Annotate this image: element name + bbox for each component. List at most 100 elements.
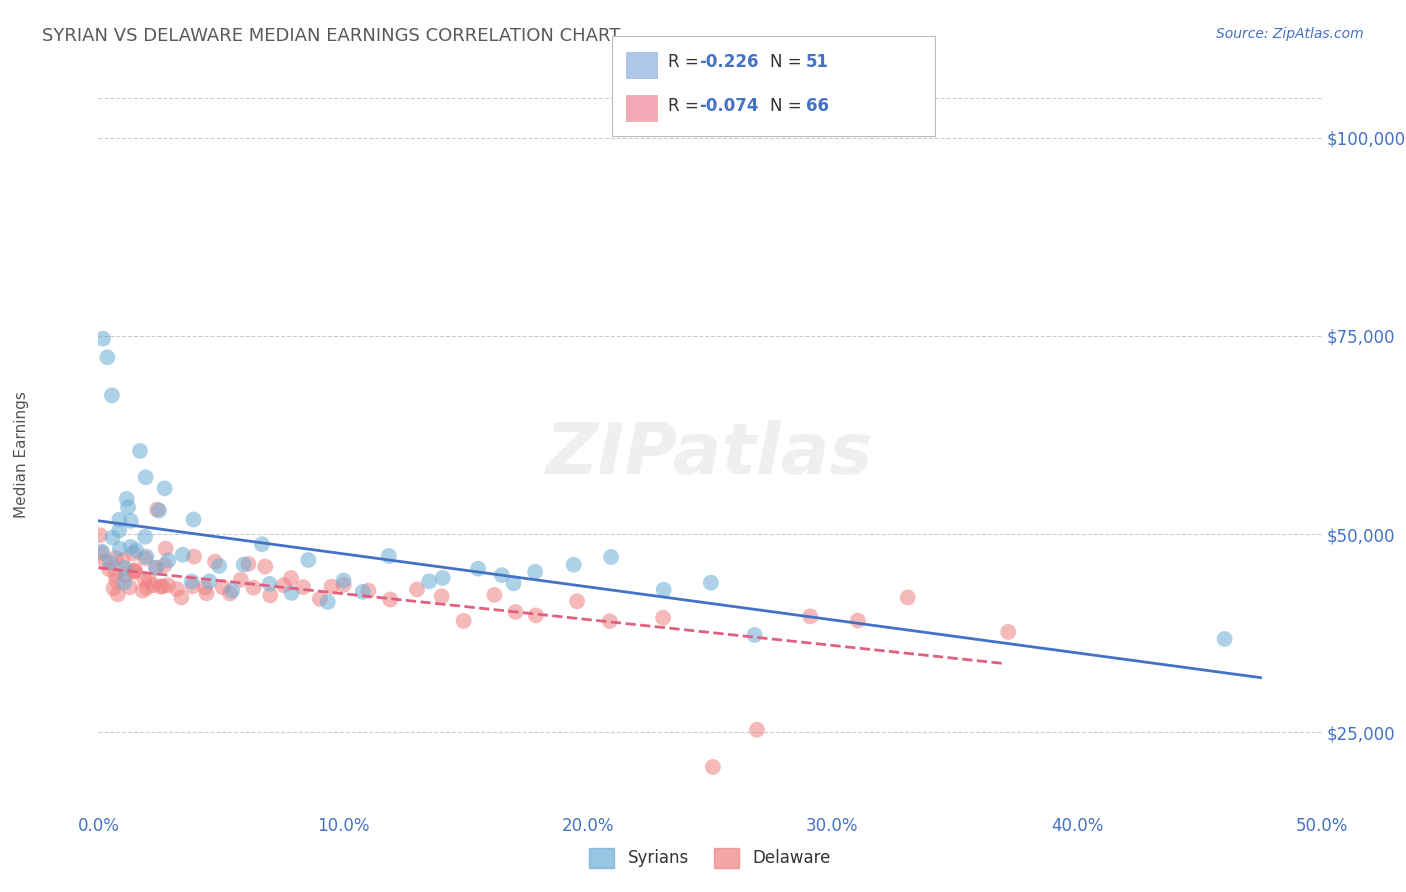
Point	[524, 565, 547, 579]
Text: SYRIAN VS DELAWARE MEDIAN EARNINGS CORRELATION CHART: SYRIAN VS DELAWARE MEDIAN EARNINGS CORRE…	[42, 27, 620, 45]
Point	[114, 568, 136, 582]
Point	[242, 581, 264, 595]
Point	[211, 580, 233, 594]
Point	[91, 332, 114, 346]
Point	[124, 565, 146, 579]
Point	[183, 512, 205, 526]
Point	[453, 614, 475, 628]
Point	[135, 470, 157, 484]
Point	[250, 537, 273, 551]
Text: ZIPatlas: ZIPatlas	[547, 420, 873, 490]
Point	[145, 560, 167, 574]
Point	[91, 544, 114, 558]
Point	[112, 561, 135, 575]
Point	[997, 624, 1019, 639]
Point	[142, 578, 165, 592]
Point	[153, 481, 176, 495]
Point	[352, 584, 374, 599]
Point	[172, 548, 194, 562]
Point	[135, 549, 157, 564]
Point	[432, 571, 454, 585]
Point	[321, 580, 343, 594]
Point	[115, 491, 138, 506]
Legend: Syrians, Delaware: Syrians, Delaware	[582, 841, 838, 875]
Point	[309, 591, 332, 606]
Point	[204, 555, 226, 569]
Text: -0.226: -0.226	[699, 54, 758, 71]
Point	[357, 583, 380, 598]
Point	[316, 595, 339, 609]
Point	[112, 575, 135, 590]
Point	[259, 577, 281, 591]
Point	[170, 591, 193, 605]
Point	[846, 614, 869, 628]
Point	[600, 549, 623, 564]
Point	[565, 594, 588, 608]
Text: -0.074: -0.074	[699, 97, 758, 115]
Point	[238, 557, 260, 571]
Point	[229, 573, 252, 587]
Point	[505, 605, 527, 619]
Text: N =: N =	[770, 97, 807, 115]
Point	[104, 550, 127, 565]
Point	[524, 608, 547, 623]
Point	[103, 582, 125, 596]
Point	[146, 502, 169, 516]
Point	[153, 558, 176, 573]
Point	[90, 546, 112, 560]
Point	[195, 586, 218, 600]
Point	[134, 572, 156, 586]
Point	[332, 574, 354, 588]
Text: 51: 51	[806, 54, 828, 71]
Point	[198, 574, 221, 589]
Point	[221, 583, 243, 598]
Point	[98, 562, 121, 576]
Point	[467, 562, 489, 576]
Text: Source: ZipAtlas.com: Source: ZipAtlas.com	[1216, 27, 1364, 41]
Point	[254, 559, 277, 574]
Text: R =: R =	[668, 97, 704, 115]
Point	[599, 614, 621, 628]
Point	[124, 563, 146, 577]
Point	[562, 558, 585, 572]
Point	[134, 530, 156, 544]
Point	[700, 575, 723, 590]
Point	[332, 578, 354, 592]
Point	[652, 582, 675, 597]
Point	[108, 512, 131, 526]
Point	[155, 541, 177, 556]
Point	[280, 586, 302, 600]
Text: 66: 66	[806, 97, 828, 115]
Point	[120, 540, 142, 554]
Point	[107, 587, 129, 601]
Point	[491, 568, 513, 582]
Point	[194, 581, 217, 595]
Point	[96, 351, 118, 365]
Text: N =: N =	[770, 54, 807, 71]
Point	[280, 571, 302, 585]
Point	[652, 611, 675, 625]
Point	[152, 579, 174, 593]
Point	[129, 444, 152, 458]
Point	[292, 580, 315, 594]
Point	[273, 578, 295, 592]
Point	[120, 514, 142, 528]
Point	[135, 581, 157, 595]
Point	[122, 564, 145, 578]
Point	[117, 500, 139, 515]
Point	[104, 567, 127, 582]
Point	[134, 551, 156, 566]
Point	[219, 586, 242, 600]
Point	[108, 524, 131, 538]
Point	[377, 549, 399, 563]
Point	[799, 609, 821, 624]
Point	[101, 388, 124, 402]
Point	[744, 628, 766, 642]
Point	[125, 543, 148, 558]
Point	[745, 723, 768, 737]
Y-axis label: Median Earnings: Median Earnings	[14, 392, 30, 518]
Point	[94, 555, 117, 569]
Point	[148, 503, 170, 517]
Point	[111, 553, 134, 567]
Point	[118, 580, 141, 594]
